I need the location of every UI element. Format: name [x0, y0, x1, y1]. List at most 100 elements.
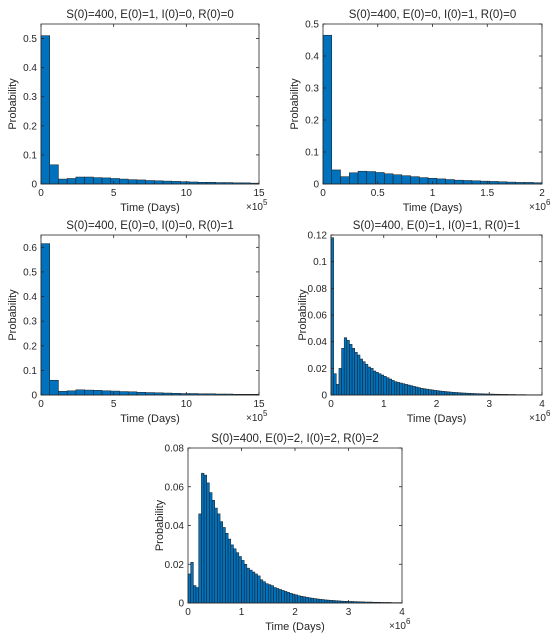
x-tick-label: 0: [38, 188, 44, 199]
y-axis-label: Probability: [154, 499, 166, 551]
x-axis-label: Time (Days): [120, 413, 179, 425]
histogram-bar: [201, 472, 205, 604]
histogram-bar: [238, 556, 242, 604]
histogram-bar: [423, 388, 427, 396]
histogram-bar: [419, 177, 429, 185]
histogram-bar: [190, 562, 194, 604]
histogram-bar: [313, 598, 317, 604]
y-axis-label: Probability: [7, 78, 19, 130]
histogram-bar: [93, 177, 103, 185]
histogram-bar: [454, 179, 464, 185]
y-tick-label: 0.2: [23, 341, 37, 352]
histogram-bar: [265, 583, 269, 604]
histogram-bars: [40, 35, 260, 185]
chart-panel-1: 0 5 10 15 0 0.1 0.2 0.3 0.4 0.5 S(0)=400, E(0)=1, …: [7, 9, 268, 214]
histogram-bar: [243, 564, 248, 604]
x-axis-exponent: ×106: [529, 198, 551, 213]
y-tick-label: 0.2: [305, 116, 319, 127]
histogram-bar: [366, 171, 376, 185]
x-axis-exponent: ×105: [246, 409, 268, 424]
histogram-bar: [394, 381, 398, 396]
histogram-bar: [415, 386, 419, 396]
histogram-bar: [441, 391, 445, 396]
y-tick-label: 0.08: [308, 284, 328, 295]
y-tick-label: 0.2: [23, 121, 37, 132]
histogram-bar: [297, 595, 301, 604]
histogram-bar: [292, 593, 296, 604]
histogram-bar: [136, 392, 146, 396]
histogram-bar: [409, 385, 414, 396]
chart-title: S(0)=400, E(0)=1, I(0)=0, R(0)=0: [66, 9, 233, 21]
histogram-bar: [401, 383, 406, 396]
x-axis-label: Time (Days): [265, 621, 324, 633]
histogram-bar: [341, 348, 345, 396]
histogram-bar: [268, 584, 272, 604]
histogram-bar: [372, 370, 377, 396]
histogram-bar: [346, 340, 350, 396]
x-tick-label: 1: [430, 188, 436, 199]
histogram-bar: [276, 588, 280, 604]
histogram-bar: [281, 590, 285, 604]
x-tick-label: 2: [434, 399, 440, 410]
histogram-bar: [40, 35, 50, 185]
x-tick-label: 4: [539, 399, 545, 410]
histogram-bar: [289, 593, 293, 604]
histogram-bar: [336, 384, 340, 396]
histogram-bar: [40, 243, 50, 396]
x-tick-label: 0.5: [371, 188, 385, 199]
histogram-bar: [257, 575, 261, 604]
histogram-bar: [445, 179, 455, 185]
histogram-bar: [425, 388, 429, 396]
y-tick-label: 0.3: [23, 92, 37, 103]
histogram-bar: [321, 599, 325, 604]
y-tick-label: 0.02: [165, 560, 185, 571]
y-axis-label: Probability: [289, 78, 301, 130]
plot-area: [41, 235, 259, 395]
histogram-bar: [438, 390, 443, 396]
histogram-bar: [417, 387, 421, 396]
chart-title: S(0)=400, E(0)=0, I(0)=1, R(0)=0: [349, 9, 516, 21]
histogram-bar: [412, 386, 416, 396]
histogram-bar: [162, 180, 173, 185]
y-tick-label: 0.1: [305, 148, 319, 159]
y-tick-label: 0.4: [305, 52, 319, 63]
axes-box: [40, 23, 260, 185]
histogram-bar: [203, 474, 207, 604]
histogram-bar: [401, 175, 411, 185]
histogram-bar: [310, 597, 314, 604]
histogram-bar: [101, 177, 112, 185]
histogram-bar: [75, 389, 85, 396]
histogram-bar: [278, 589, 282, 604]
histogram-bar: [388, 378, 392, 396]
y-tick-label: 0.12: [308, 231, 328, 242]
y-tick-label: 0: [31, 391, 37, 402]
histogram-bar: [49, 379, 59, 396]
x-tick-label: 5: [111, 188, 117, 199]
histogram-bar: [333, 373, 337, 396]
plot-area: [41, 24, 259, 184]
chart-title: S(0)=400, E(0)=2, I(0)=2, R(0)=2: [211, 433, 378, 445]
histogram-bar: [305, 596, 309, 604]
y-tick-label: 0.5: [23, 267, 37, 278]
x-tick-label: 4: [399, 607, 405, 618]
histogram-bar: [286, 592, 290, 604]
histogram-bar: [357, 170, 368, 185]
histogram-bar: [322, 34, 333, 185]
histogram-bar: [225, 533, 229, 604]
histogram-bar: [294, 594, 298, 604]
y-tick-label: 0.1: [23, 150, 37, 161]
chart-title: S(0)=400, E(0)=1, I(0)=1, R(0)=1: [353, 220, 520, 232]
x-tick-label: 2: [292, 607, 298, 618]
plot-area: [323, 24, 542, 184]
y-tick-label: 0.06: [165, 482, 185, 493]
histogram-bar: [338, 368, 342, 396]
histogram-bar: [362, 361, 366, 396]
histogram-bar: [119, 391, 129, 396]
y-tick-label: 0.04: [165, 521, 185, 532]
histogram-bar: [222, 527, 226, 604]
histogram-bar: [410, 176, 420, 185]
histogram-bar: [211, 500, 215, 604]
histogram-bar: [449, 391, 453, 396]
histogram-bar: [357, 354, 361, 396]
y-tick-label: 0.1: [313, 257, 327, 268]
